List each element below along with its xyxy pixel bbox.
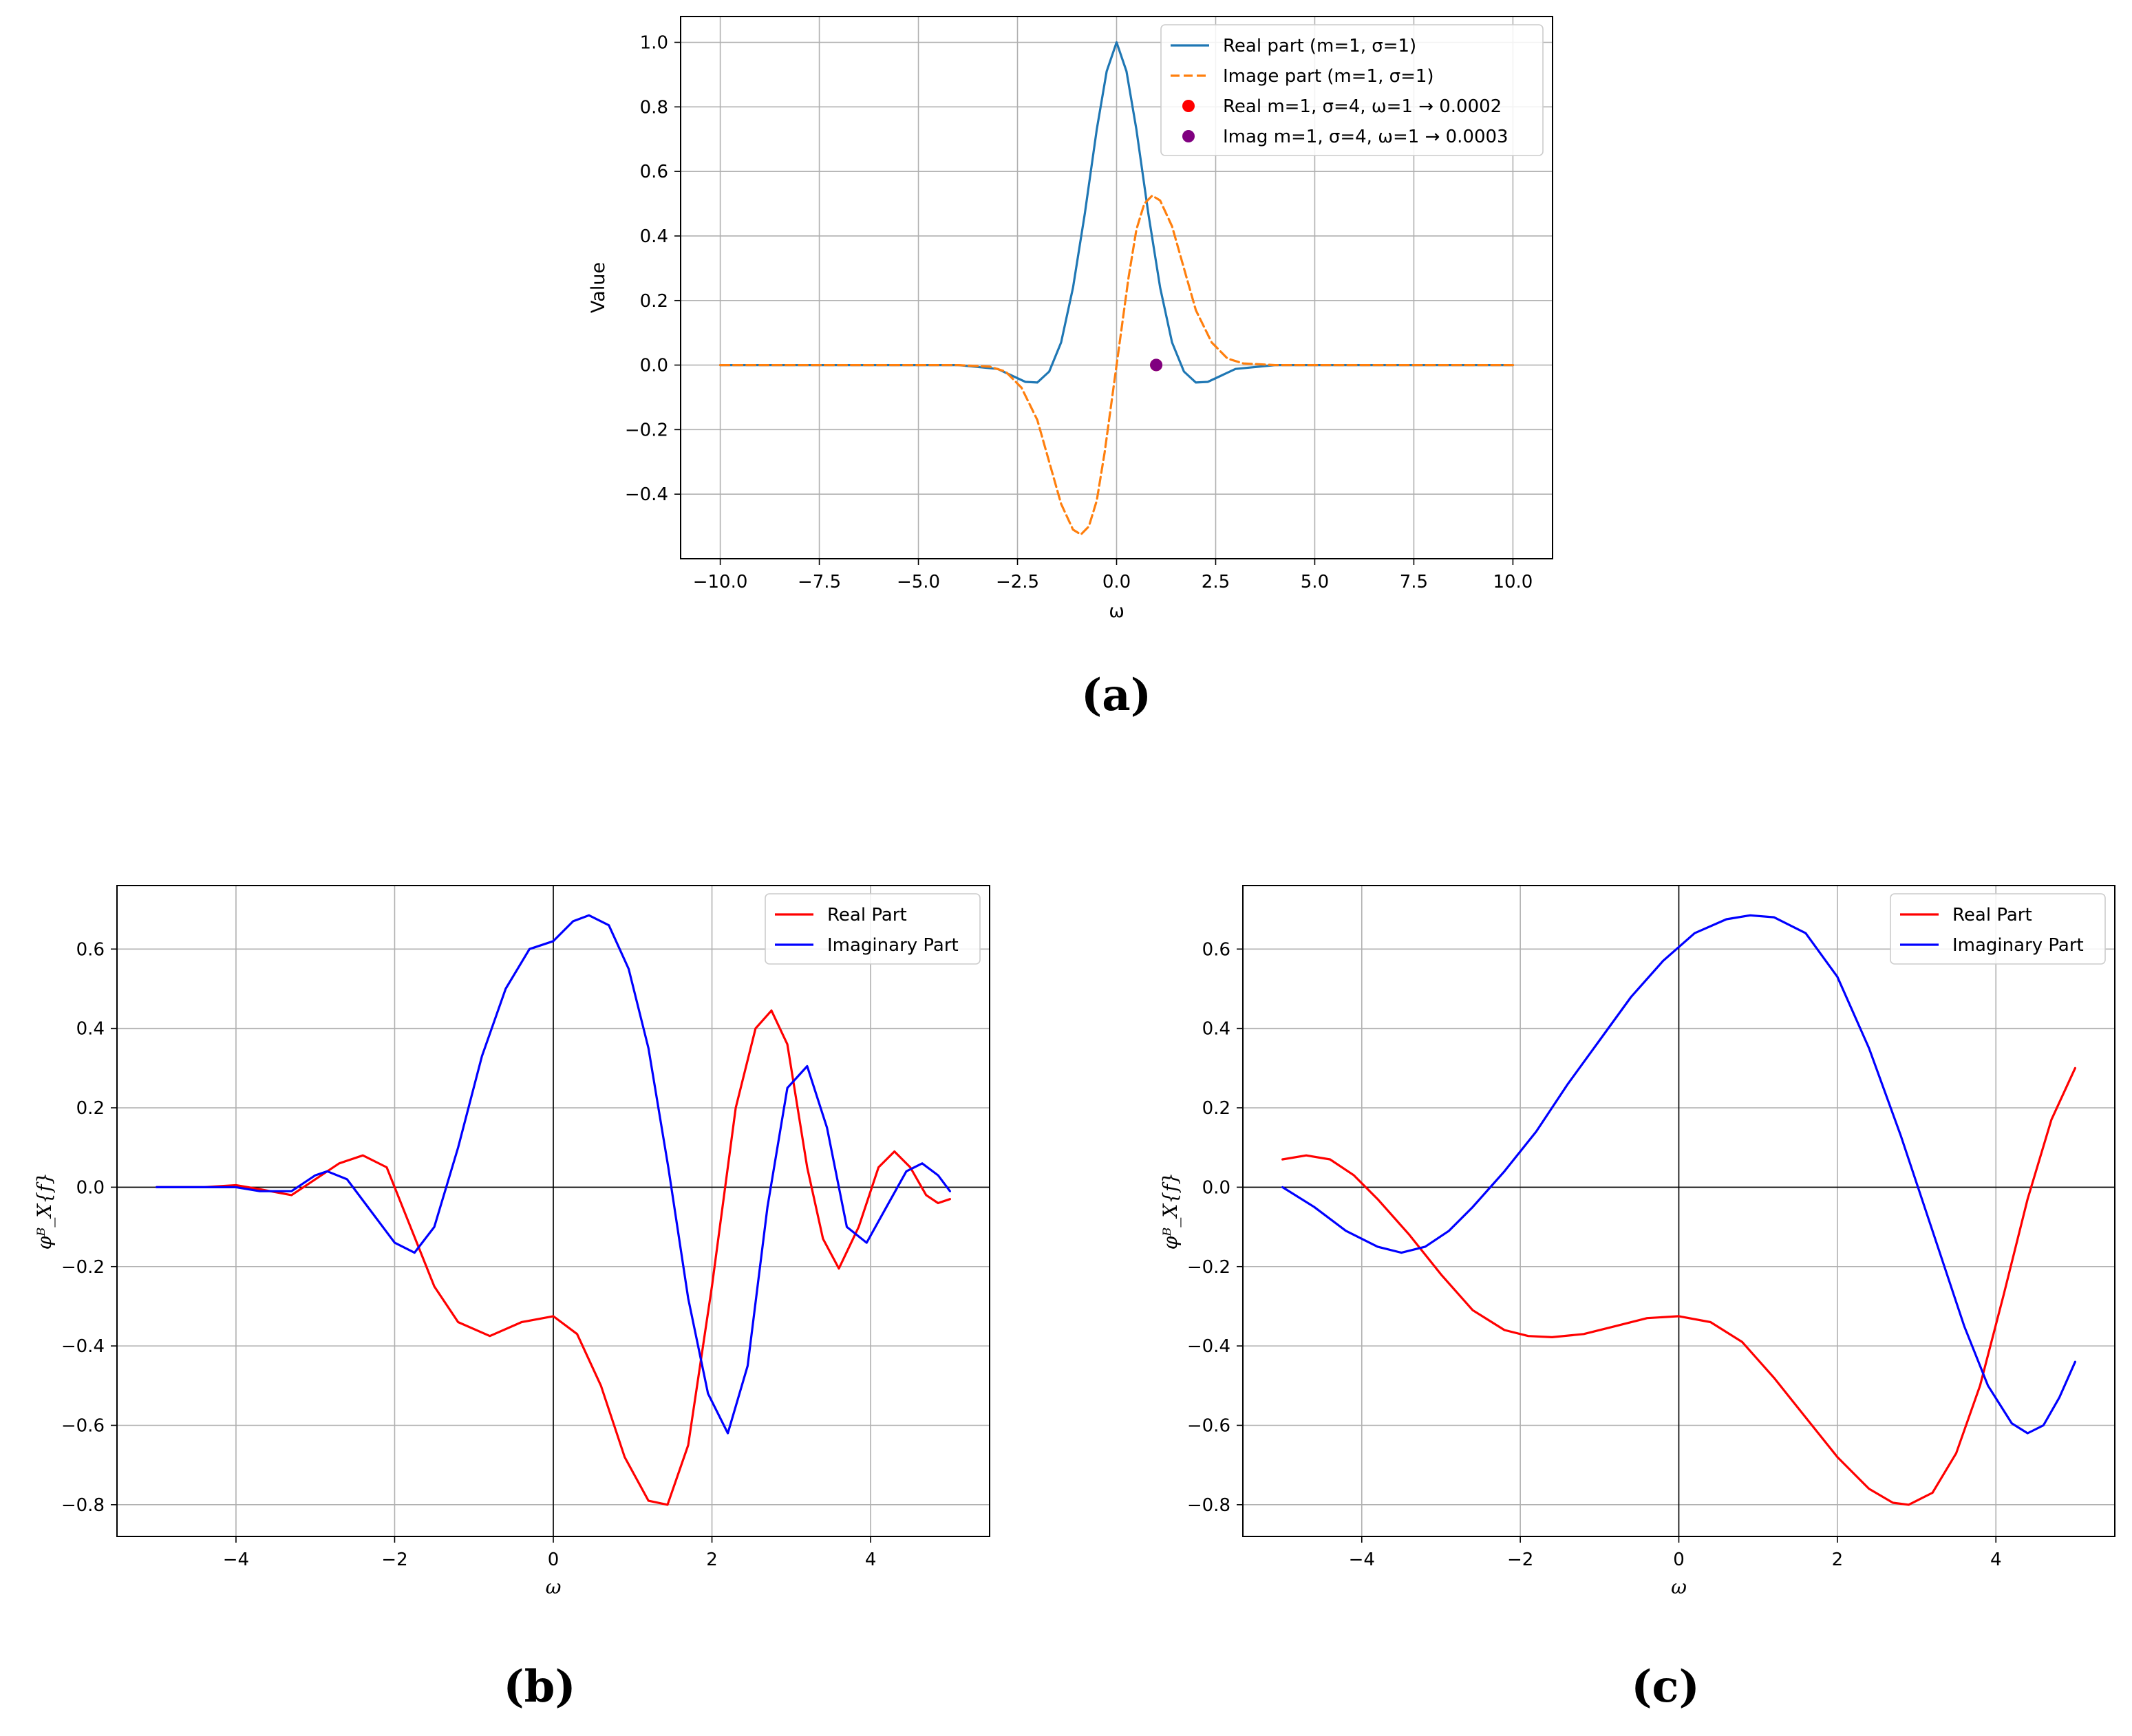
y-tick-label: 0.6 — [640, 162, 668, 182]
y-axis-label: φᴮ_X{f} — [1159, 1172, 1182, 1250]
legend-label: Image part (m=1, σ=1) — [1223, 66, 1434, 87]
series-line-imaginary — [1281, 914, 2076, 1435]
legend-label: Real Part — [1952, 905, 2032, 925]
x-tick-label: 2 — [1832, 1550, 1844, 1570]
legend-box — [1890, 893, 2106, 965]
data-point-imag — [1150, 358, 1163, 372]
x-tick-label: −2 — [381, 1550, 407, 1570]
y-tick-label: 0.6 — [1202, 939, 1230, 960]
y-tick-label: 0.4 — [1202, 1019, 1230, 1040]
series-line-real — [156, 1009, 951, 1506]
panel-caption: (b) — [503, 1661, 575, 1713]
y-tick-label: −0.6 — [61, 1415, 105, 1436]
y-tick-label: −0.2 — [625, 420, 668, 440]
x-axis-label: ω — [1671, 1576, 1687, 1598]
x-tick-label: 4 — [1990, 1550, 2002, 1570]
y-tick-label: −0.6 — [1187, 1415, 1230, 1436]
y-tick-label: 0.6 — [76, 939, 105, 960]
x-tick-label: 10.0 — [1493, 572, 1533, 592]
x-tick-label: −4 — [223, 1550, 249, 1570]
x-tick-label: 0 — [1673, 1550, 1685, 1570]
y-tick-label: 0.2 — [640, 291, 668, 312]
y-tick-label: 0.0 — [1202, 1177, 1230, 1198]
legend: Real Part Imaginary Part — [1890, 893, 2106, 965]
legend-label: Imaginary Part — [1952, 935, 2084, 956]
y-tick-label: −0.2 — [61, 1257, 105, 1278]
x-axis-label: ω — [546, 1576, 562, 1598]
y-tick-label: −0.4 — [61, 1336, 105, 1357]
series-line-real — [719, 41, 1514, 384]
panel-caption: (a) — [1081, 669, 1151, 721]
panel-caption: (c) — [1631, 1661, 1700, 1713]
legend-label: Real m=1, σ=4, ω=1 → 0.0002 — [1223, 96, 1502, 117]
x-tick-label: −5.0 — [897, 572, 940, 592]
legend: Real Part Imaginary Part — [765, 893, 981, 965]
y-tick-label: 1.0 — [640, 33, 668, 54]
series-line-imaginary — [156, 914, 951, 1435]
y-tick-label: 0.2 — [76, 1098, 105, 1119]
y-axis-label: φᴮ_X{f} — [33, 1172, 56, 1250]
legend-label: Real Part — [827, 905, 907, 925]
y-tick-label: 0.2 — [1202, 1098, 1230, 1119]
legend: Real part (m=1, σ=1) Image part (m=1, σ=1… — [1160, 24, 1544, 156]
series-line-real — [1281, 1067, 2076, 1506]
x-tick-label: −2.5 — [996, 572, 1039, 592]
legend-marker — [1182, 130, 1195, 142]
y-tick-label: −0.8 — [61, 1495, 105, 1516]
y-tick-label: −0.8 — [1187, 1495, 1230, 1516]
x-tick-label: −10.0 — [693, 572, 748, 592]
x-axis-label: ω — [1109, 601, 1124, 622]
y-axis-label: Value — [588, 262, 609, 313]
x-tick-label: −2 — [1507, 1550, 1533, 1570]
y-tick-label: 0.0 — [76, 1177, 105, 1198]
legend-marker — [1182, 100, 1195, 112]
chart-panel-b: −4 −2 0 2 4 −0.8 −0.6 −0.4 −0.2 0.0 0.2 0.4 0.6 ω φᴮ_X… — [33, 885, 990, 1713]
x-tick-label: 4 — [865, 1550, 877, 1570]
legend-label: Imaginary Part — [827, 935, 959, 956]
legend-label: Imag m=1, σ=4, ω=1 → 0.0003 — [1223, 127, 1509, 147]
chart-panel-c: −4 −2 0 2 4 −0.8 −0.6 −0.4 −0.2 0.0 0.2 0.4 0.6 ω φᴮ_X… — [1159, 885, 2115, 1713]
chart-panel-a: −10.0 −7.5 −5.0 −2.5 0.0 2.5 5.0 7.5 10.0 −0.4 −0.… — [588, 16, 1553, 721]
series-line-imaginary — [719, 194, 1514, 536]
x-tick-label: 2.5 — [1202, 572, 1230, 592]
legend-box — [765, 893, 981, 965]
x-tick-label: 0 — [548, 1550, 559, 1570]
x-tick-label: 7.5 — [1400, 572, 1428, 592]
y-tick-label: −0.4 — [625, 484, 668, 505]
x-tick-label: −4 — [1349, 1550, 1375, 1570]
y-tick-label: 0.4 — [76, 1019, 105, 1040]
x-tick-label: 5.0 — [1301, 572, 1329, 592]
x-tick-label: 0.0 — [1102, 572, 1131, 592]
y-tick-label: −0.4 — [1187, 1336, 1230, 1357]
legend-label: Real part (m=1, σ=1) — [1223, 36, 1416, 56]
y-tick-label: 0.8 — [640, 97, 668, 118]
x-tick-label: −7.5 — [798, 572, 841, 592]
y-tick-label: 0.0 — [640, 356, 668, 376]
legend-box — [1160, 24, 1544, 156]
x-tick-label: 2 — [706, 1550, 718, 1570]
y-tick-label: −0.2 — [1187, 1257, 1230, 1278]
y-tick-label: 0.4 — [640, 226, 668, 247]
